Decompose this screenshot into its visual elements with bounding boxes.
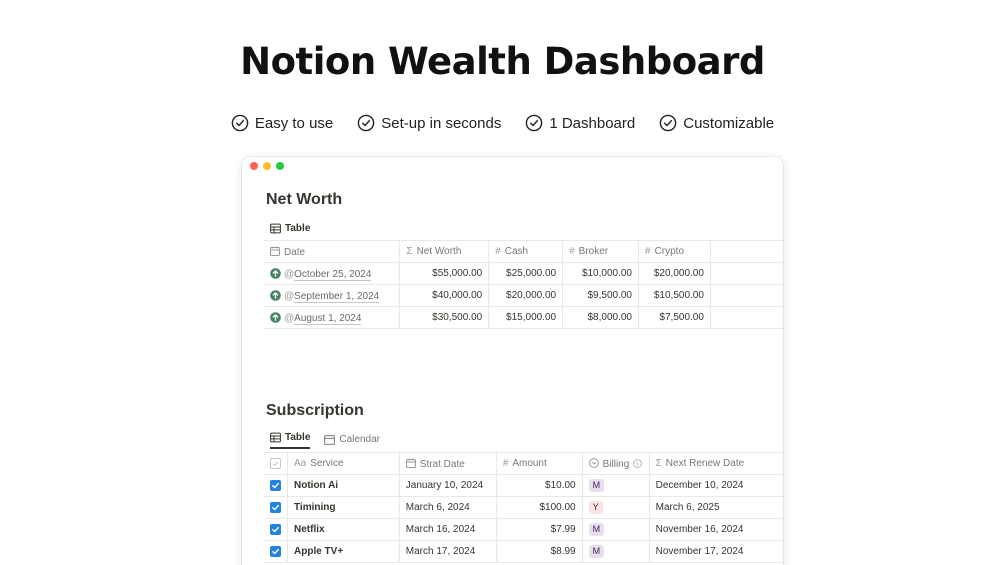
subscription-table: Aa Service Strat Date # Amount Billing Σ Ne…: [264, 452, 783, 563]
service-name[interactable]: Apple TV+: [287, 540, 400, 563]
billing-badge[interactable]: M: [588, 479, 605, 492]
text-icon: Aa: [294, 458, 307, 469]
checkbox-header-icon: [270, 457, 281, 469]
table-icon: [270, 432, 281, 443]
column-header-crypto[interactable]: # Crypto: [638, 240, 711, 263]
feature-item: 1 Dashboard: [525, 114, 635, 132]
sum-icon: Σ: [655, 458, 662, 469]
column-header-amount[interactable]: # Amount: [495, 452, 583, 475]
feature-label: Easy to use: [254, 114, 334, 132]
calendar-icon: [324, 434, 336, 445]
column-header-service[interactable]: Aa Service: [287, 452, 400, 475]
arrow-up-circle-icon: [270, 289, 281, 301]
feature-label: Customizable: [683, 114, 775, 132]
service-name[interactable]: Notion Ai: [287, 474, 400, 497]
tab-table[interactable]: Table: [270, 218, 310, 238]
column-header-net-worth[interactable]: Σ Net Worth: [399, 240, 489, 263]
feature-list: Easy to use Set-up in seconds 1 Dashboar…: [0, 114, 1005, 132]
table-row[interactable]: Apple TV+ March 17, 2024 $8.99 M Novembe…: [264, 540, 783, 563]
date-mention[interactable]: @August 1, 2024: [284, 312, 362, 325]
column-header-broker[interactable]: # Broker: [562, 240, 639, 263]
date-mention[interactable]: @September 1, 2024: [284, 290, 380, 303]
number-icon: #: [502, 458, 509, 469]
number-icon: #: [495, 246, 501, 257]
tab-calendar[interactable]: Calendar: [324, 429, 380, 449]
minimize-window-button[interactable]: [263, 162, 271, 170]
info-icon[interactable]: [633, 458, 643, 468]
maximize-window-button[interactable]: [276, 162, 284, 170]
net-worth-view-tabs: Table: [270, 218, 310, 238]
column-header-cash[interactable]: # Cash: [488, 240, 563, 263]
column-header-next-renew[interactable]: Σ Next Renew Date: [648, 452, 783, 475]
arrow-up-circle-icon: [270, 267, 281, 279]
table-row[interactable]: @September 1, 2024 $40,000.00 $20,000.00…: [264, 284, 783, 307]
date-mention[interactable]: @October 25, 2024: [284, 268, 372, 281]
table-row[interactable]: @October 25, 2024 $55,000.00 $25,000.00 …: [264, 262, 783, 285]
billing-badge[interactable]: Y: [588, 501, 603, 514]
checkbox-checked[interactable]: [270, 479, 281, 491]
close-window-button[interactable]: [250, 162, 258, 170]
net-worth-title: Net Worth: [266, 191, 343, 208]
billing-badge[interactable]: M: [588, 523, 605, 536]
calendar-icon: [405, 458, 416, 468]
number-icon: #: [569, 246, 575, 257]
column-header-add[interactable]: [709, 240, 783, 263]
select-icon: [588, 457, 599, 468]
number-icon: #: [645, 246, 651, 257]
window-controls: [250, 162, 284, 170]
column-header-start-date[interactable]: Strat Date: [398, 452, 497, 475]
billing-badge[interactable]: M: [588, 545, 605, 558]
arrow-up-circle-icon: [270, 311, 281, 323]
net-worth-table: Date Σ Net Worth # Cash # Broker # Crypto @O…: [264, 240, 783, 329]
feature-item: Easy to use: [231, 114, 333, 132]
checkbox-checked[interactable]: [270, 501, 281, 513]
column-header-date[interactable]: Date: [264, 240, 400, 263]
table-row[interactable]: @August 1, 2024 $30,500.00 $15,000.00 $8…: [264, 306, 783, 329]
subscription-view-tabs: Table Calendar: [270, 429, 380, 449]
service-name[interactable]: Timining: [287, 496, 400, 519]
check-circle-icon: [357, 114, 375, 132]
check-circle-icon: [231, 114, 249, 132]
table-row[interactable]: Netflix March 16, 2024 $7.99 M November …: [264, 518, 783, 541]
check-circle-icon: [526, 114, 543, 132]
column-header-select[interactable]: [264, 452, 288, 475]
feature-item: Customizable: [659, 114, 774, 132]
app-window: Net Worth Table Date Σ Net Worth # Cash # B…: [242, 157, 783, 565]
checkbox-checked[interactable]: [270, 523, 281, 535]
tab-table[interactable]: Table: [270, 429, 311, 449]
calendar-icon: [270, 246, 280, 256]
check-circle-icon: [659, 114, 677, 132]
service-name[interactable]: Netflix: [287, 518, 400, 541]
feature-label: Set-up in seconds: [381, 114, 502, 132]
table-icon: [270, 223, 281, 233]
feature-item: Set-up in seconds: [357, 114, 501, 132]
page-title: Notion Wealth Dashboard: [240, 40, 765, 83]
subscription-title: Subscription: [266, 402, 364, 419]
table-row[interactable]: Timining March 6, 2024 $100.00 Y March 6…: [264, 496, 783, 519]
checkbox-checked[interactable]: [270, 545, 281, 557]
column-header-billing[interactable]: Billing: [581, 452, 650, 475]
sum-icon: Σ: [406, 246, 413, 257]
table-row[interactable]: Notion Ai January 10, 2024 $10.00 M Dece…: [264, 474, 783, 497]
feature-label: 1 Dashboard: [549, 114, 636, 132]
